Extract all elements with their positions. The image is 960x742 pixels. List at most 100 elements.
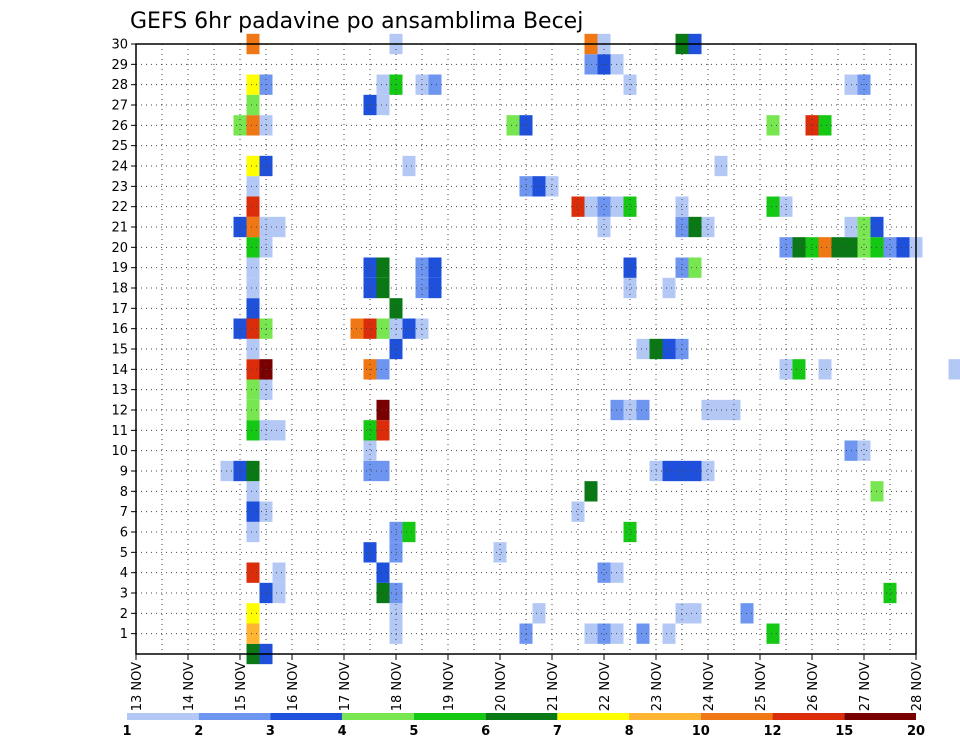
colorbar-label: 1 <box>122 724 131 739</box>
y-tick-label: 4 <box>120 566 128 581</box>
y-tick-label: 19 <box>111 261 128 276</box>
y-tick-label: 8 <box>120 485 128 500</box>
heatmap-cell <box>246 460 260 482</box>
heatmap-cell <box>246 237 260 258</box>
heatmap-cell <box>662 277 676 299</box>
heatmap-cell <box>597 196 611 217</box>
heatmap-cell <box>376 582 390 604</box>
heatmap-cell <box>246 298 260 319</box>
heatmap-cell <box>818 237 832 258</box>
heatmap-cell <box>662 460 676 482</box>
y-axis: 1234567891011121314151617181920212223242… <box>111 38 136 642</box>
heatmap-cell <box>857 440 871 461</box>
heatmap-cell <box>376 359 390 380</box>
heatmap-cell <box>272 216 286 238</box>
colorbar-swatch <box>127 713 199 720</box>
heatmap-cell <box>272 562 286 583</box>
y-tick-label: 2 <box>120 607 128 622</box>
heatmap-cell <box>376 420 390 441</box>
heatmap-cell <box>766 196 780 217</box>
heatmap-cell <box>688 460 702 482</box>
heatmap-cell <box>857 216 871 238</box>
heatmap-cell <box>597 623 611 644</box>
heatmap-cell <box>402 521 416 543</box>
heatmap-cell <box>246 257 260 278</box>
colorbar-label: 2 <box>194 724 203 739</box>
heatmap-cell <box>883 582 897 604</box>
heatmap-cell <box>246 481 260 502</box>
heatmap-cell <box>532 603 546 624</box>
x-tick-label: 13 NOV <box>130 662 145 711</box>
y-tick-label: 21 <box>111 221 128 236</box>
heatmap-cell <box>246 74 260 95</box>
y-tick-label: 1 <box>120 627 128 642</box>
heatmap-cell <box>532 176 546 197</box>
x-tick-label: 21 NOV <box>546 662 561 711</box>
heatmap-cell <box>246 623 260 644</box>
heatmap-cell <box>597 216 611 238</box>
heatmap-cell <box>246 359 260 380</box>
y-tick-label: 18 <box>111 282 128 297</box>
heatmap-cell <box>246 216 260 238</box>
heatmap-cell <box>233 318 247 339</box>
heatmap-cell <box>701 216 715 238</box>
y-tick-label: 14 <box>111 363 128 378</box>
y-tick-label: 24 <box>111 160 128 175</box>
heatmap-cell <box>376 74 390 95</box>
heatmap-cell <box>883 237 897 258</box>
heatmap-cell <box>662 623 676 644</box>
colorbar-label: 15 <box>835 724 853 739</box>
heatmap-cell <box>636 399 650 421</box>
heatmap-cell <box>246 603 260 624</box>
heatmap-cell <box>376 399 390 421</box>
heatmap-cell <box>246 501 260 522</box>
heatmap-cell <box>428 257 442 278</box>
heatmap-cell <box>376 94 390 116</box>
x-tick-label: 28 NOV <box>910 662 925 711</box>
heatmap-cell <box>506 115 520 136</box>
heatmap-cell <box>246 196 260 217</box>
x-tick-label: 19 NOV <box>442 662 457 711</box>
y-tick-label: 3 <box>120 587 128 602</box>
heatmap-cell <box>831 237 845 258</box>
heatmap-cell <box>688 257 702 278</box>
colorbar-swatch <box>557 713 630 720</box>
y-tick-label: 23 <box>111 180 128 195</box>
heatmap-cell <box>402 318 416 339</box>
chart-title: GEFS 6hr padavine po ansamblima Becej <box>130 9 583 34</box>
colorbar-label: 6 <box>481 724 490 739</box>
heatmap-cell <box>246 176 260 197</box>
y-tick-label: 11 <box>111 424 128 439</box>
y-tick-label: 13 <box>111 383 128 398</box>
y-tick-label: 6 <box>120 526 128 541</box>
heatmap-cell <box>662 338 676 360</box>
heatmap-cell <box>246 338 260 360</box>
heatmap-cell <box>246 521 260 543</box>
colorbar-swatch <box>844 713 916 720</box>
heatmap-cell <box>246 318 260 339</box>
y-tick-label: 27 <box>111 99 128 114</box>
heatmap-cell <box>376 277 390 299</box>
x-tick-label: 25 NOV <box>754 662 769 711</box>
heatmap-cell <box>688 216 702 238</box>
heatmap-cell <box>363 440 377 461</box>
heatmap-cell <box>246 94 260 116</box>
colorbar-swatch <box>198 713 271 720</box>
heatmap-cell <box>428 277 442 299</box>
x-tick-label: 15 NOV <box>234 662 249 711</box>
colorbar-label: 12 <box>764 724 782 739</box>
x-tick-label: 27 NOV <box>858 662 873 711</box>
grid-lines <box>136 44 916 654</box>
heatmap-cell <box>376 460 390 482</box>
x-tick-label: 20 NOV <box>494 662 509 711</box>
heatmap-cell <box>623 257 637 278</box>
heatmap-cell <box>571 196 585 217</box>
x-tick-label: 24 NOV <box>702 662 717 711</box>
heatmap-cell <box>636 623 650 644</box>
x-tick-label: 23 NOV <box>650 662 665 711</box>
heatmap-cell <box>766 115 780 136</box>
heatmap-cell <box>246 420 260 441</box>
heatmap-cell <box>493 542 507 563</box>
heatmap-cells <box>220 33 960 665</box>
